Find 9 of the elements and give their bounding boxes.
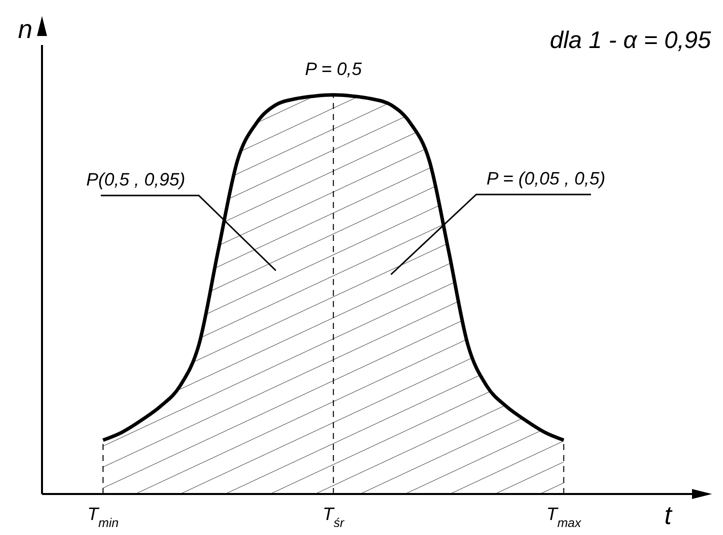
y-axis-title: n bbox=[18, 14, 32, 44]
x-tick-label: T$_{min}$ bbox=[87, 504, 119, 530]
annotation: P = (0,05 , 0,5) bbox=[486, 168, 606, 188]
annotation: P(0,5 , 0,95) bbox=[86, 170, 186, 190]
x-tick-label: T$_{śr}$ bbox=[322, 504, 345, 530]
x-axis-title: t bbox=[664, 500, 674, 530]
text: dla 1 - α = 0,95 bbox=[550, 27, 712, 54]
annotation: P = 0,5 bbox=[304, 58, 363, 79]
x-tick-label: T$_{max}$ bbox=[546, 504, 582, 530]
